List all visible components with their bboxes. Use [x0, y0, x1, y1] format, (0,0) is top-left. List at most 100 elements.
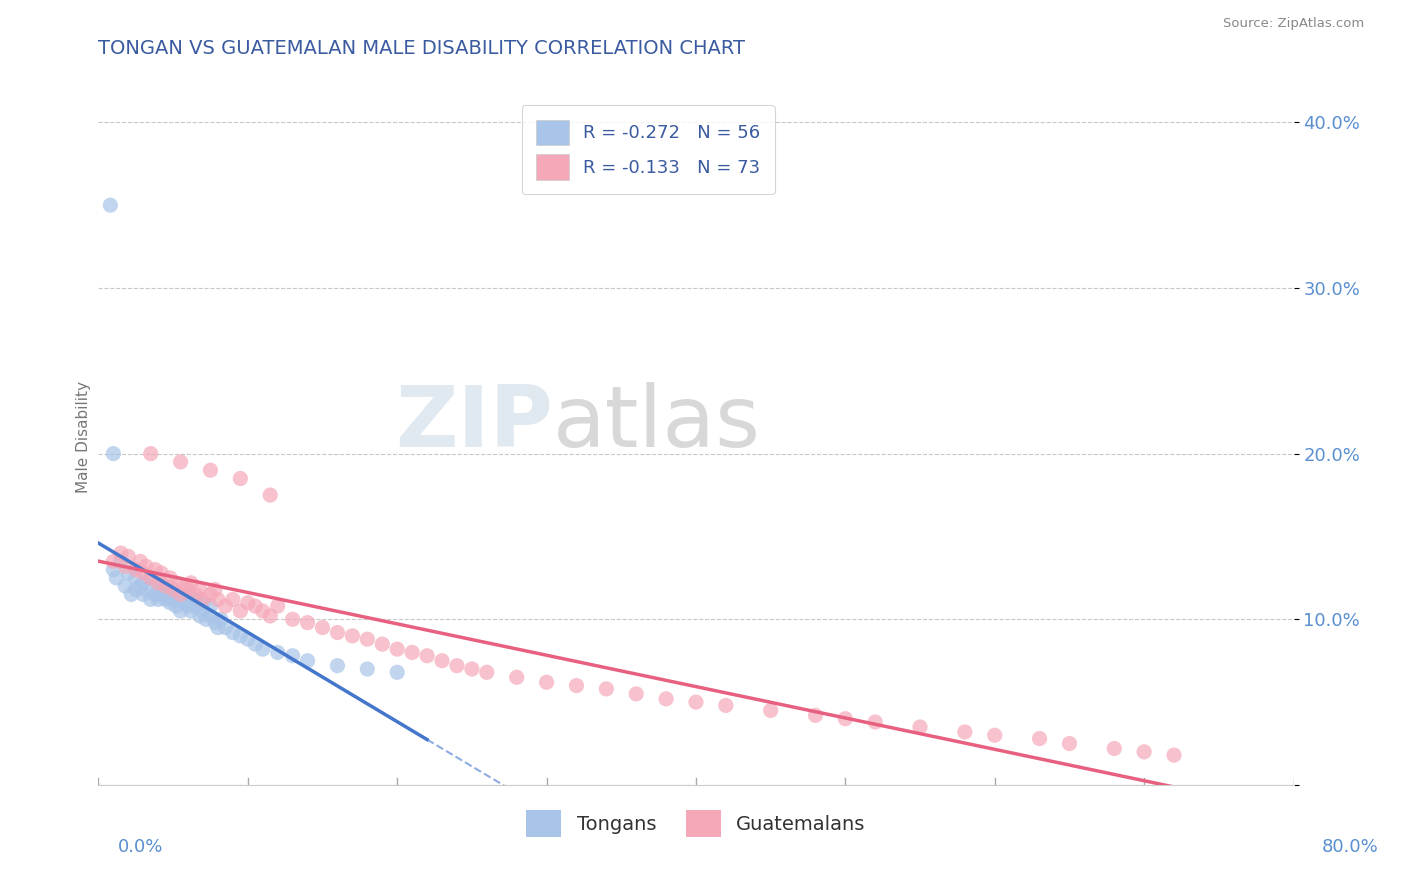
Point	[103, 563, 125, 577]
Point	[714, 698, 737, 713]
Point	[139, 571, 162, 585]
Text: 0.0%: 0.0%	[118, 838, 163, 855]
Point	[401, 645, 423, 659]
Point	[252, 604, 274, 618]
Point	[245, 599, 267, 613]
Point	[461, 662, 484, 676]
Point	[311, 621, 333, 635]
Point	[143, 563, 166, 577]
Point	[207, 592, 229, 607]
Point	[804, 708, 827, 723]
Point	[1133, 745, 1156, 759]
Point	[385, 642, 409, 657]
Point	[953, 725, 976, 739]
Point	[188, 609, 211, 624]
Point	[174, 579, 197, 593]
Point	[297, 654, 319, 668]
Point	[114, 579, 136, 593]
Point	[162, 582, 184, 597]
Text: atlas: atlas	[553, 382, 761, 465]
Point	[120, 587, 142, 601]
Point	[159, 596, 181, 610]
Point	[236, 596, 259, 610]
Legend: R = -0.272   N = 56, R = -0.133   N = 73: R = -0.272 N = 56, R = -0.133 N = 73	[522, 105, 775, 194]
Point	[281, 612, 304, 626]
Point	[188, 582, 211, 597]
Point	[169, 604, 191, 618]
Point	[536, 675, 558, 690]
Point	[356, 632, 378, 647]
Point	[385, 665, 409, 680]
Point	[135, 559, 157, 574]
Point	[626, 687, 648, 701]
Point	[117, 549, 139, 564]
Point	[1059, 737, 1081, 751]
Point	[236, 632, 259, 647]
Point	[132, 566, 155, 580]
Point	[281, 648, 304, 663]
Point	[177, 582, 200, 597]
Point	[139, 592, 162, 607]
Point	[125, 582, 148, 597]
Point	[169, 592, 191, 607]
Point	[229, 471, 252, 485]
Point	[326, 625, 349, 640]
Point	[430, 654, 453, 668]
Point	[103, 554, 125, 568]
Point	[148, 582, 170, 597]
Point	[125, 571, 148, 585]
Point	[103, 447, 125, 461]
Point	[252, 642, 274, 657]
Point	[655, 691, 678, 706]
Point	[759, 703, 782, 717]
Point	[204, 582, 226, 597]
Text: 80.0%: 80.0%	[1322, 838, 1378, 855]
Point	[152, 579, 174, 593]
Point	[908, 720, 931, 734]
Point	[110, 546, 132, 560]
Text: TONGAN VS GUATEMALAN MALE DISABILITY CORRELATION CHART: TONGAN VS GUATEMALAN MALE DISABILITY COR…	[98, 38, 745, 57]
Point	[155, 592, 177, 607]
Point	[139, 571, 162, 585]
Point	[229, 629, 252, 643]
Point	[200, 609, 222, 624]
Point	[267, 599, 290, 613]
Point	[165, 599, 187, 613]
Point	[148, 592, 170, 607]
Point	[1163, 748, 1185, 763]
Point	[229, 604, 252, 618]
Point	[446, 658, 468, 673]
Point	[214, 599, 236, 613]
Point	[565, 679, 588, 693]
Point	[150, 566, 173, 580]
Point	[114, 559, 136, 574]
Point	[267, 645, 290, 659]
Point	[506, 670, 529, 684]
Point	[207, 621, 229, 635]
Point	[984, 728, 1007, 742]
Point	[180, 604, 202, 618]
Point	[191, 604, 214, 618]
Point	[129, 554, 152, 568]
Point	[209, 612, 232, 626]
Point	[169, 587, 191, 601]
Point	[129, 579, 152, 593]
Point	[245, 637, 267, 651]
Point	[159, 571, 181, 585]
Point	[200, 587, 222, 601]
Point	[117, 566, 139, 580]
Point	[110, 554, 132, 568]
Point	[155, 587, 177, 601]
Point	[162, 582, 184, 597]
Point	[326, 658, 349, 673]
Point	[174, 596, 197, 610]
Point	[98, 198, 122, 212]
Point	[148, 575, 170, 590]
Point	[200, 463, 222, 477]
Point	[834, 712, 856, 726]
Point	[222, 625, 245, 640]
Point	[180, 575, 202, 590]
Point	[475, 665, 498, 680]
Point	[416, 648, 439, 663]
Text: ZIP: ZIP	[395, 382, 553, 465]
